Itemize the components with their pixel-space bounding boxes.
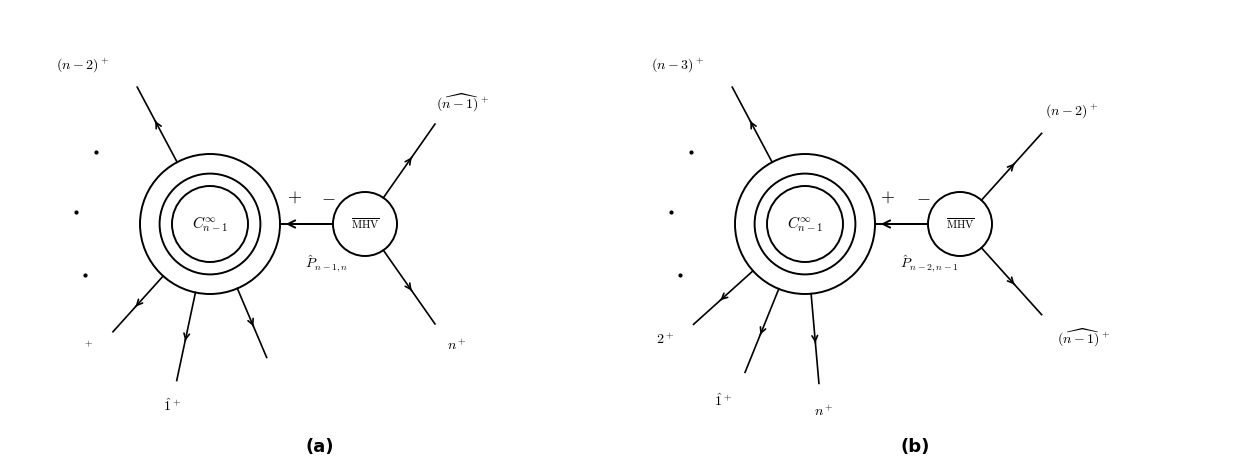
Circle shape — [160, 174, 261, 274]
Text: $2^+$: $2^+$ — [656, 332, 674, 347]
Text: $(n-3)^+$: $(n-3)^+$ — [651, 56, 704, 74]
Text: $+$: $+$ — [881, 188, 895, 206]
Circle shape — [755, 174, 856, 274]
Text: $\hat{1}^+$: $\hat{1}^+$ — [163, 397, 181, 414]
Text: $C_{n-1}^{\infty}$: $C_{n-1}^{\infty}$ — [193, 214, 229, 234]
Text: $(\widehat{n-1})^+$: $(\widehat{n-1})^+$ — [436, 91, 489, 113]
Text: ${}^+$: ${}^+$ — [82, 340, 93, 354]
Text: $-$: $-$ — [320, 188, 335, 206]
Circle shape — [928, 192, 992, 256]
Text: $C_{n-1}^{\infty}$: $C_{n-1}^{\infty}$ — [787, 214, 823, 234]
Text: $\hat{P}_{n-2,n-1}$: $\hat{P}_{n-2,n-1}$ — [900, 254, 959, 274]
Circle shape — [768, 186, 843, 262]
Text: (a): (a) — [306, 438, 334, 456]
Text: $(\widehat{n-1})^+$: $(\widehat{n-1})^+$ — [1057, 325, 1110, 348]
Text: $(n-2)^+$: $(n-2)^+$ — [56, 56, 109, 74]
Circle shape — [171, 186, 248, 262]
Circle shape — [140, 154, 279, 294]
Text: $-$: $-$ — [915, 188, 930, 206]
Text: $\hat{P}_{n-1,n}$: $\hat{P}_{n-1,n}$ — [306, 254, 348, 274]
Text: $n^+$: $n^+$ — [447, 339, 467, 354]
Text: $(n-2)^+$: $(n-2)^+$ — [1045, 102, 1098, 120]
Text: $\overline{\mathrm{MHV}}$: $\overline{\mathrm{MHV}}$ — [350, 217, 379, 231]
Text: $\overline{\mathrm{MHV}}$: $\overline{\mathrm{MHV}}$ — [945, 217, 975, 231]
Text: (b): (b) — [900, 438, 930, 456]
Text: $+$: $+$ — [287, 188, 303, 206]
Circle shape — [735, 154, 876, 294]
Text: $\hat{1}^+$: $\hat{1}^+$ — [714, 392, 733, 409]
Text: $n^+$: $n^+$ — [814, 404, 833, 419]
Circle shape — [333, 192, 397, 256]
